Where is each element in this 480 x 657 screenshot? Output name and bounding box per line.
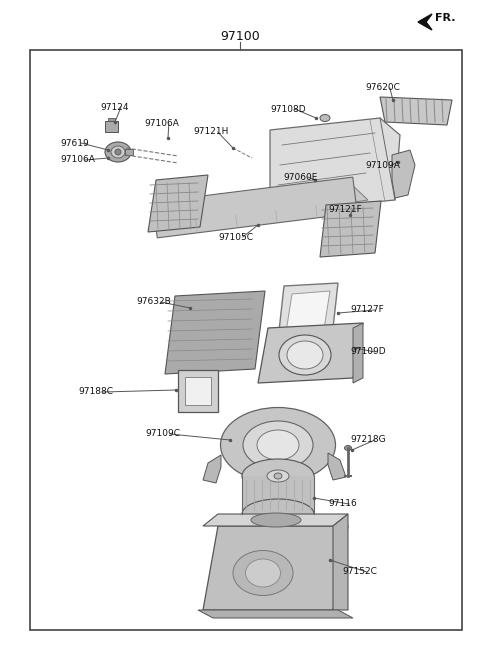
Text: 97121F: 97121F xyxy=(328,206,362,214)
Polygon shape xyxy=(165,291,265,374)
Ellipse shape xyxy=(105,142,131,162)
Ellipse shape xyxy=(115,149,121,155)
Ellipse shape xyxy=(242,459,314,493)
Polygon shape xyxy=(203,455,221,483)
Bar xyxy=(178,370,218,412)
Bar xyxy=(185,377,211,405)
Polygon shape xyxy=(278,283,338,340)
Text: 97619: 97619 xyxy=(60,139,89,148)
Polygon shape xyxy=(270,118,400,210)
Text: 97121H: 97121H xyxy=(193,127,228,137)
Text: 97127F: 97127F xyxy=(350,306,384,315)
Text: 97152C: 97152C xyxy=(342,568,377,576)
Ellipse shape xyxy=(111,146,125,158)
Polygon shape xyxy=(242,476,314,514)
Ellipse shape xyxy=(242,499,314,529)
Polygon shape xyxy=(203,514,348,526)
Text: 97060E: 97060E xyxy=(283,173,317,181)
Polygon shape xyxy=(270,183,368,212)
Text: 97109D: 97109D xyxy=(350,348,385,357)
Text: 97124: 97124 xyxy=(100,102,129,112)
Polygon shape xyxy=(258,482,298,500)
Polygon shape xyxy=(153,177,357,238)
Polygon shape xyxy=(353,323,363,383)
Ellipse shape xyxy=(287,341,323,369)
Bar xyxy=(30,50,462,630)
Polygon shape xyxy=(198,610,353,618)
Polygon shape xyxy=(320,201,381,257)
Text: 97105C: 97105C xyxy=(218,233,253,242)
Ellipse shape xyxy=(279,335,331,375)
Ellipse shape xyxy=(245,559,280,587)
Text: 97109C: 97109C xyxy=(145,430,180,438)
Polygon shape xyxy=(380,97,452,125)
Polygon shape xyxy=(203,526,348,610)
Ellipse shape xyxy=(233,551,293,595)
Text: 97106A: 97106A xyxy=(144,120,179,129)
Ellipse shape xyxy=(274,473,282,479)
Polygon shape xyxy=(105,121,118,132)
Ellipse shape xyxy=(320,114,330,122)
Polygon shape xyxy=(333,514,348,610)
Polygon shape xyxy=(286,291,330,332)
Ellipse shape xyxy=(220,407,336,482)
Polygon shape xyxy=(328,453,346,480)
Ellipse shape xyxy=(345,445,351,451)
Text: 97116: 97116 xyxy=(328,499,357,509)
Bar xyxy=(125,149,133,155)
Polygon shape xyxy=(108,118,115,121)
Text: 97100: 97100 xyxy=(220,30,260,43)
Polygon shape xyxy=(418,14,432,30)
Text: 97632B: 97632B xyxy=(136,298,171,307)
Polygon shape xyxy=(148,175,208,232)
Text: 97620C: 97620C xyxy=(365,83,400,93)
Ellipse shape xyxy=(257,430,299,460)
Polygon shape xyxy=(258,323,363,383)
Polygon shape xyxy=(392,150,415,198)
Text: FR.: FR. xyxy=(435,13,456,23)
Bar xyxy=(242,476,314,514)
Ellipse shape xyxy=(243,421,313,469)
Ellipse shape xyxy=(251,513,301,527)
Text: 97218G: 97218G xyxy=(350,436,385,445)
Ellipse shape xyxy=(267,470,289,482)
Text: 97106A: 97106A xyxy=(60,156,95,164)
Text: 97109A: 97109A xyxy=(365,162,400,171)
Text: 97108D: 97108D xyxy=(270,104,306,114)
Text: 97188C: 97188C xyxy=(78,388,113,397)
